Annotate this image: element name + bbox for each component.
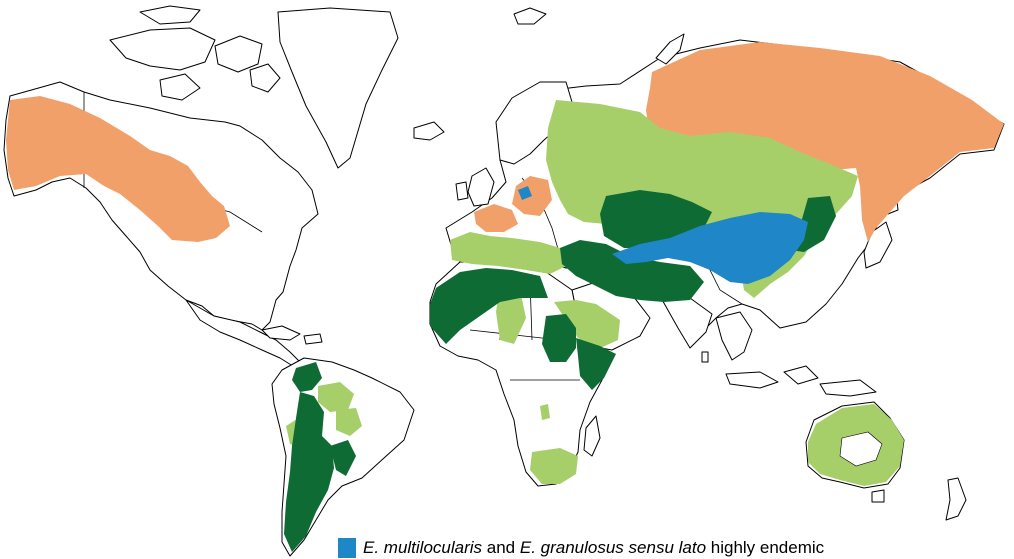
legend-conjunction: and: [482, 538, 520, 557]
zone-em-eg-high-area: [612, 212, 808, 284]
zone-em-eg-high: [518, 186, 808, 284]
zone-eg-high-area: [330, 440, 356, 476]
legend-swatch-blue: [338, 538, 356, 558]
zone-eg-high-area: [284, 392, 334, 552]
zone-eg-high-area: [542, 314, 576, 362]
zone-eg-present-area: [336, 408, 362, 436]
legend-text: E. multilocularis and E. granulosus sens…: [363, 538, 824, 558]
zone-em-present-area: [646, 42, 1004, 242]
map-legend: E. multilocularis and E. granulosus sens…: [338, 537, 824, 559]
zone-em-present-area: [474, 204, 518, 232]
legend-suffix: highly endemic: [706, 538, 825, 557]
zone-eg-present-area: [540, 404, 550, 420]
zone-eg-present-area: [450, 232, 566, 274]
zone-eg-present-area: [530, 448, 578, 484]
legend-species-1: E. multilocularis: [363, 538, 483, 557]
zone-eg-present-area: [554, 300, 620, 350]
zone-eg-high-area: [560, 240, 704, 302]
legend-species-2: E. granulosus sensu lato: [519, 538, 707, 557]
zone-eg-present-area: [318, 382, 354, 412]
zone-em-eg-high-area: [518, 186, 532, 200]
zone-eg-high-area: [576, 338, 616, 390]
zone-em-present-area: [6, 96, 230, 242]
australia-desert-gap: [839, 431, 883, 467]
zone-eg-high-area: [292, 362, 322, 392]
zone-eg-high-area: [430, 268, 548, 344]
